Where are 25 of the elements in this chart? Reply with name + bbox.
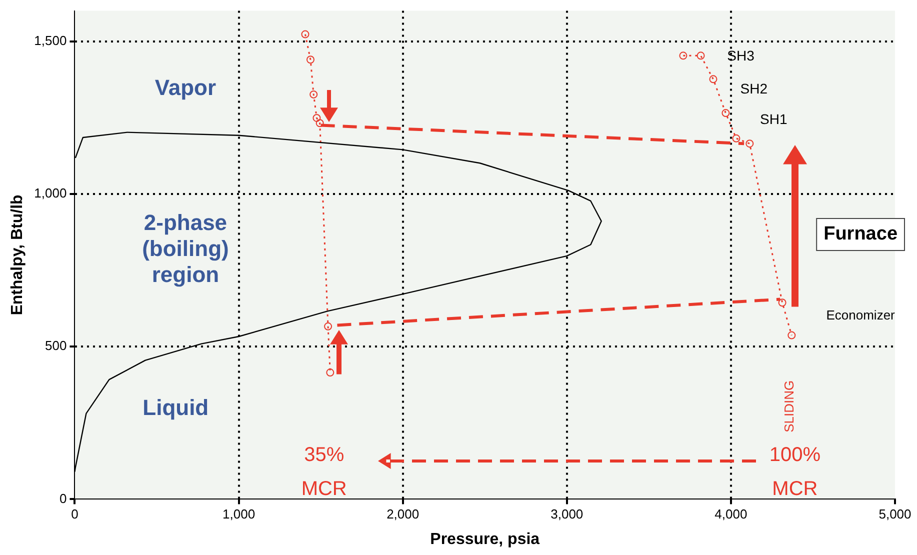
annotation: 35% (304, 444, 344, 466)
y-tick-label: 1,000 (34, 186, 67, 201)
annotation: SH1 (760, 111, 788, 128)
annotation: SH3 (727, 48, 755, 64)
annotation: Economizer (826, 308, 896, 323)
x-tick-label: 5,000 (878, 506, 912, 522)
x-axis-title: Pressure, psia (430, 530, 540, 548)
x-tick-label: 0 (71, 506, 78, 522)
x-tick-label: 4,000 (714, 506, 748, 522)
annotation: Liquid (142, 394, 209, 420)
y-axis-title: Enthalpy, Btu/lb (9, 194, 26, 316)
annotation: SH2 (740, 80, 768, 96)
y-tick-label: 1,500 (34, 32, 67, 48)
annotation: Vapor (154, 75, 216, 100)
x-tick-label: 1,000 (222, 506, 256, 522)
annotation: Furnace (824, 224, 898, 245)
y-tick-label: 500 (45, 338, 67, 354)
x-tick-label: 2,000 (386, 506, 420, 522)
annotation: 100% (769, 444, 821, 466)
annotation: MCR (301, 478, 347, 500)
annotation: 2-phase (boiling) region (142, 210, 229, 288)
annotation: SLIDING (782, 380, 797, 432)
y-tick-label: 0 (59, 490, 67, 506)
x-tick-label: 3,000 (550, 506, 584, 522)
annotation: MCR (772, 478, 818, 500)
